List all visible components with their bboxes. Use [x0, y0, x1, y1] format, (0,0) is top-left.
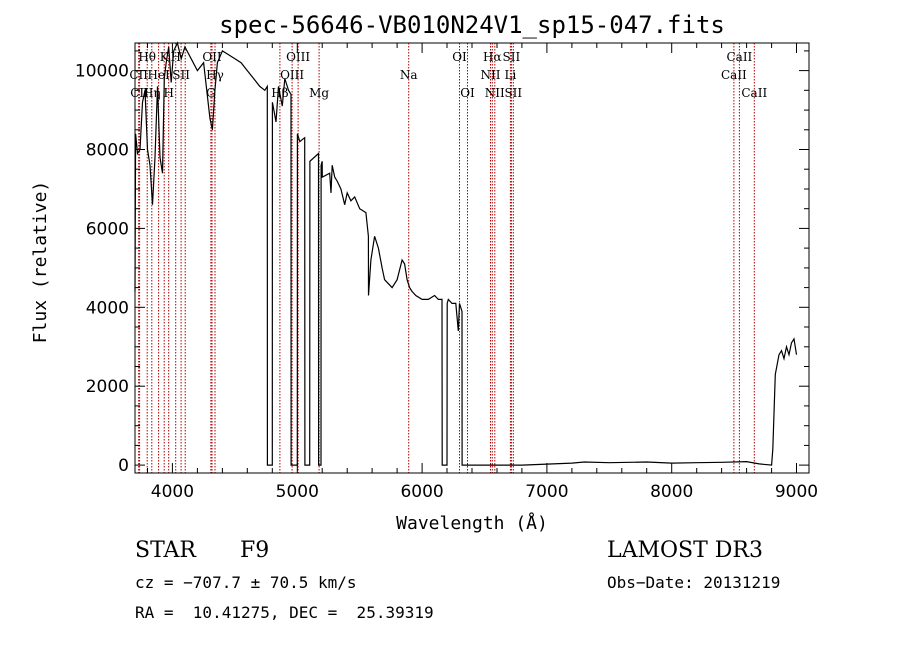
line-label: OIII [286, 50, 310, 64]
line-label: OI [460, 86, 475, 100]
y-tick-label: 0 [118, 456, 129, 476]
x-tick-label: 9000 [775, 482, 818, 502]
line-label: Li [504, 68, 516, 82]
y-tick-label: 4000 [86, 298, 129, 318]
y-tick-label: 2000 [86, 377, 129, 397]
x-tick-label: 5000 [276, 482, 319, 502]
line-label: Hθ [138, 50, 156, 64]
line-label: NII [481, 68, 501, 82]
x-tick-label: 7000 [525, 482, 568, 502]
line-label: CaII [721, 68, 747, 82]
line-label: OII [202, 50, 222, 64]
line-label: Na [400, 68, 418, 82]
spectrum-series [134, 41, 798, 466]
line-label: Hη [143, 86, 161, 100]
line-label: SII [172, 68, 190, 82]
y-tick-label: 6000 [86, 219, 129, 239]
line-label: SII [503, 50, 521, 64]
line-label: CII [129, 68, 148, 82]
line-label: Hβ [271, 86, 288, 100]
line-label: CaII [726, 50, 752, 64]
x-tick-label: 4000 [151, 482, 194, 502]
plot-frame [134, 42, 810, 474]
y-axis: 0 2000 4000 6000 8000 10000 [75, 50, 809, 476]
y-tick-label: 10000 [75, 62, 129, 82]
line-label: Mg [309, 86, 329, 100]
x-axis: 4000 5000 6000 7000 8000 9000 [147, 43, 818, 502]
line-label: G [206, 86, 216, 100]
line-label: HeI [147, 68, 170, 82]
observation-date: Obs−Date: 20131219 [607, 573, 781, 592]
x-tick-label: 6000 [400, 482, 443, 502]
line-label: CaII [741, 86, 767, 100]
survey-name: LAMOST DR3 [607, 538, 763, 563]
spectrum-line [134, 41, 798, 466]
coordinates: RA = 10.41275, DEC = 25.39319 [135, 603, 434, 622]
line-label: Hα [483, 50, 502, 64]
line-label: Hγ [206, 68, 224, 82]
line-label: NII [485, 86, 505, 100]
line-label: K [160, 50, 170, 64]
line-label: OI [452, 50, 467, 64]
object-class: STAR [135, 538, 196, 563]
x-axis-label: Wavelength (Å) [396, 512, 548, 534]
line-label: H [163, 86, 173, 100]
chart-title: spec-56646-VB010N24V1_sp15-047.fits [219, 11, 725, 39]
x-tick-label: 8000 [650, 482, 693, 502]
y-axis-label: Flux (relative) [30, 181, 51, 344]
line-label: H [170, 50, 180, 64]
redshift-velocity: cz = −707.7 ± 70.5 km/s [135, 573, 357, 592]
object-subclass: F9 [240, 538, 270, 563]
line-label: CII [130, 86, 149, 100]
line-label: OIII [280, 68, 304, 82]
line-label: SII [504, 86, 522, 100]
y-tick-label: 8000 [86, 141, 129, 161]
